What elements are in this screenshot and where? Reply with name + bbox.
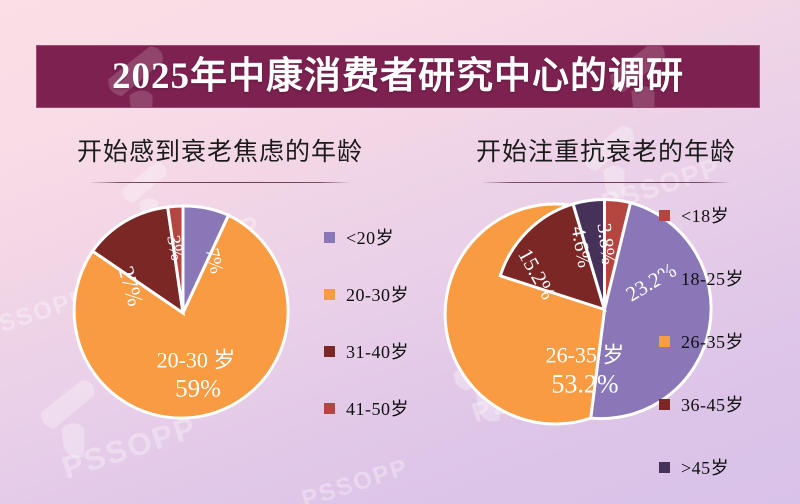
legend-swatch-icon [324,288,335,300]
legend-item-36-45[interactable]: 36-45岁 [659,391,744,417]
legend-item-20-30[interactable]: 20-30岁 [324,281,409,307]
legend-antiaging-age: <18岁 18-25岁 26-35岁 36-45岁 >45岁 [659,202,744,480]
pie-slice-18-25[interactable] [589,200,713,421]
legend-item-31-40[interactable]: 31-40岁 [324,338,409,364]
legend-swatch-icon [324,402,335,414]
chart-title-left: 开始感到衰老焦虑的年龄 [76,139,363,166]
legend-swatch-icon [659,272,670,284]
pie-slice-41-50[interactable] [165,204,185,314]
legend-swatch-icon [659,398,670,410]
legend-label: >45岁 [681,458,730,478]
legend-swatch-icon [659,335,670,347]
legend-item-18-25[interactable]: 18-25岁 [659,265,744,291]
pie-label-20-30-name: 20-30 岁 [157,348,236,373]
pie-label-20-30-value: 59% [175,376,221,403]
chart-panel-anxiety-age: 开始感到衰老焦虑的年龄 7% 3% 27% 20-30 岁 59% [24,120,416,450]
legend-label: 26-35岁 [681,332,744,352]
chart-panel-antiaging-age: 开始注重抗衰老的年龄 3.8% 4.6% 15.2% 23.2% [412,120,800,478]
pie-slice-over-45[interactable] [571,197,606,310]
legend-label: 41-50岁 [346,399,409,419]
pie-label-41-50: 3% [162,234,187,263]
legend-swatch-icon [324,345,335,357]
legend-label: <20岁 [346,228,395,248]
chart-title-right: 开始注重抗衰老的年龄 [475,139,736,166]
title-banner: 2025年中康消费者研究中心的调研 [36,45,760,108]
legend-swatch-icon [659,209,670,221]
legend-swatch-icon [659,461,670,473]
pie-slice-36-45-shape[interactable] [498,202,607,312]
title-underline [481,182,731,183]
legend-label: 18-25岁 [681,269,744,289]
legend-label: 31-40岁 [346,342,409,362]
pie-slice-20-30[interactable] [72,213,290,420]
title-underline [89,182,351,183]
pie-label-26-35-value: 53.2% [551,370,618,399]
legend-label: 20-30岁 [346,285,409,305]
pie-label-under-18: 3.8% [593,222,620,266]
legend-swatch-icon [324,231,335,243]
legend-label: 36-45岁 [681,395,744,415]
legend-item-26-35[interactable]: 26-35岁 [659,328,744,354]
pie-label-26-35-name: 26-35 岁 [546,343,625,368]
page-title: 2025年中康消费者研究中心的调研 [112,56,684,97]
pie-chart-anxiety-age: 7% 3% 27% 20-30 岁 59% [68,198,298,428]
legend-item-under-18[interactable]: <18岁 [659,202,744,228]
pie-chart-antiaging-age: 3.8% 4.6% 15.2% 23.2% 26-35 岁 53.2% [443,192,722,427]
pie-slice-31-40[interactable] [90,205,185,317]
legend-item-over-45[interactable]: >45岁 [659,454,744,480]
legend-label: <18岁 [681,206,730,226]
legend-item-41-50[interactable]: 41-50岁 [324,395,409,421]
watermark-text: PSSOPP [298,453,413,504]
legend-anxiety-age: <20岁 20-30岁 31-40岁 41-50岁 [324,224,409,421]
legend-item-under-20[interactable]: <20岁 [324,224,409,250]
